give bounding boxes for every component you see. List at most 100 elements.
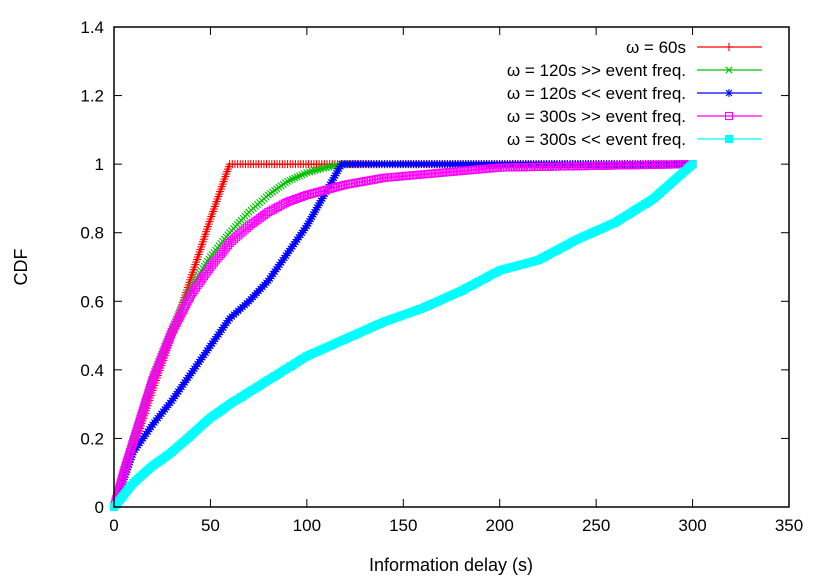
data-point	[154, 360, 163, 370]
legend-item: ω = 300s >> event freq.	[507, 107, 762, 126]
data-point	[123, 455, 132, 464]
data-point	[133, 424, 142, 434]
data-point	[291, 194, 300, 203]
series-1	[110, 160, 697, 511]
legend-label: ω = 60s	[626, 38, 686, 57]
data-point	[160, 345, 169, 354]
data-point	[137, 412, 146, 421]
data-point	[286, 176, 294, 184]
data-point	[336, 182, 345, 191]
data-point	[310, 188, 319, 197]
data-point	[135, 417, 144, 426]
plot-frame	[113, 26, 790, 508]
series-line	[113, 163, 694, 508]
data-point	[688, 160, 697, 169]
data-point	[136, 414, 145, 423]
legend-marker	[725, 135, 733, 143]
data-point	[147, 378, 156, 387]
data-point	[164, 335, 173, 344]
data-point	[262, 209, 271, 218]
data-point	[149, 373, 158, 382]
data-point	[293, 173, 301, 181]
data-point	[289, 195, 298, 204]
data-point	[118, 471, 127, 480]
data-point	[286, 196, 295, 205]
data-point	[159, 348, 168, 357]
data-point	[320, 186, 329, 195]
legend-item: ω = 300s << event freq.	[507, 130, 762, 149]
data-point	[328, 163, 336, 171]
data-point	[325, 163, 333, 171]
data-point	[307, 189, 317, 198]
x-tick-label: 0	[109, 516, 118, 535]
data-point	[127, 442, 136, 452]
data-point	[142, 396, 151, 405]
data-point	[122, 460, 131, 470]
data-point	[156, 355, 165, 364]
data-point	[161, 343, 170, 352]
data-point	[131, 430, 140, 439]
legend-marker	[724, 111, 734, 121]
data-point	[138, 409, 147, 418]
data-point	[119, 468, 128, 477]
data-point	[120, 466, 129, 475]
data-point	[139, 404, 148, 413]
series-line	[113, 163, 693, 508]
data-point	[163, 338, 172, 347]
data-point	[155, 358, 164, 367]
data-point	[129, 437, 138, 446]
data-point	[283, 197, 292, 206]
plot-area	[109, 160, 697, 512]
data-point	[297, 192, 306, 202]
data-point	[313, 188, 322, 197]
data-point	[315, 187, 324, 196]
y-tick-label: 0.8	[80, 224, 104, 243]
legend-label: ω = 120s >> event freq.	[507, 61, 686, 80]
data-point	[300, 170, 309, 178]
data-point	[323, 185, 332, 194]
legend-item: ω = 120s >> event freq.	[507, 61, 762, 80]
data-point	[126, 445, 135, 454]
data-point	[148, 376, 157, 385]
data-point	[134, 419, 143, 428]
data-point	[291, 174, 299, 182]
legend-label: ω = 300s << event freq.	[507, 130, 686, 149]
data-point	[298, 171, 306, 179]
data-point	[302, 190, 311, 200]
data-point	[116, 479, 125, 488]
data-point	[143, 391, 152, 400]
x-tick-label: 50	[201, 516, 220, 535]
data-point	[145, 386, 154, 395]
data-point	[141, 399, 150, 408]
data-point	[146, 383, 155, 392]
data-point	[325, 184, 335, 193]
data-point	[157, 353, 166, 362]
y-tick-label: 1.4	[80, 18, 104, 37]
y-tick-label: 0	[95, 498, 104, 517]
x-tick-label: 200	[486, 516, 514, 535]
legend-item: ω = 120s << event freq.	[507, 84, 762, 103]
legend-label: ω = 300s >> event freq.	[507, 107, 686, 126]
legend-item: ω = 60s	[626, 38, 762, 57]
legend-label: ω = 120s << event freq.	[507, 84, 686, 103]
x-tick-label: 100	[293, 516, 321, 535]
data-point	[140, 401, 149, 410]
data-point	[338, 181, 347, 190]
x-tick-label: 150	[389, 516, 417, 535]
data-point	[117, 476, 126, 485]
data-point	[153, 363, 162, 372]
data-point	[152, 365, 161, 375]
y-tick-label: 0.2	[80, 429, 104, 448]
x-tick-label: 250	[582, 516, 610, 535]
data-point	[150, 371, 159, 380]
series-5	[110, 160, 697, 511]
series-line	[113, 163, 693, 508]
data-point	[278, 200, 287, 209]
data-point	[151, 368, 160, 377]
data-point	[305, 190, 314, 199]
data-point	[281, 199, 290, 208]
data-point	[121, 463, 130, 472]
legend-marker	[725, 43, 733, 51]
data-point	[125, 450, 134, 459]
